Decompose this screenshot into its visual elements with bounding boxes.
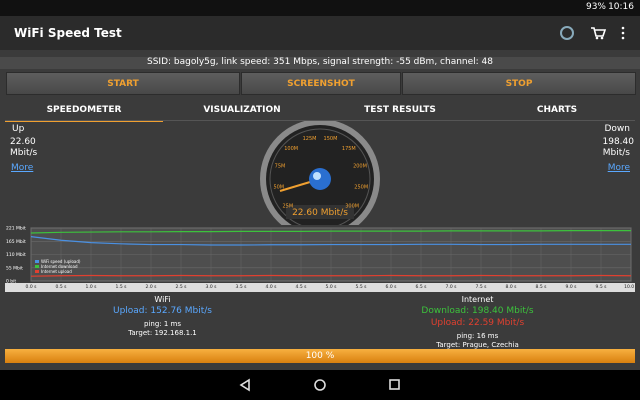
x-tick-label: 8.0 s (506, 284, 518, 290)
legend-swatch (35, 265, 39, 268)
screenshot-button[interactable]: SCREENSHOT (241, 72, 401, 95)
gauge-scale-label: 100M (284, 146, 298, 152)
x-tick-label: 1.5 s (116, 284, 128, 290)
tab[interactable]: SPEEDOMETER (5, 100, 163, 122)
speed-graph: 0 bit 55 Mbit 110 Mbit 165 Mbit 221 Mbit 0.0 … (5, 224, 635, 294)
internet-upload: Upload: 22.59 Mbit/s (375, 319, 580, 328)
y-tick-label: 55 Mbit (6, 265, 23, 271)
y-tick-label: 221 Mbit (6, 226, 26, 232)
series-line (31, 275, 631, 276)
down-value: 198.40 (603, 137, 635, 148)
x-tick-label: 0.5 s (56, 284, 68, 290)
legend-swatch (35, 270, 39, 273)
x-tick-label: 2.0 s (146, 284, 158, 290)
internet-title: Internet (375, 295, 580, 304)
internet-download: Download: 198.40 Mbit/s (375, 307, 580, 316)
tab[interactable]: VISUALIZATION (163, 100, 321, 120)
gauge-scale-label: 200M (353, 164, 367, 170)
down-label: Down (604, 124, 630, 135)
wifi-upload: Upload: 152.76 Mbit/s (60, 307, 265, 316)
gauge-scale-label: 150M (324, 136, 338, 142)
wifi-target: Target: 192.168.1.1 (60, 329, 265, 338)
x-tick-label: 3.5 s (236, 284, 248, 290)
up-unit: Mbit/s (10, 148, 37, 159)
clock: 10:16 (608, 2, 634, 12)
gauge-scale-label: 50M (273, 185, 284, 191)
battery: 93% (586, 2, 606, 12)
x-tick-label: 5.0 s (326, 284, 338, 290)
x-tick-label: 4.0 s (266, 284, 278, 290)
x-tick-label: 0.0 s (26, 284, 38, 290)
internet-ping: ping: 16 ms (375, 332, 580, 341)
start-button[interactable]: START (6, 72, 240, 95)
up-label: Up (12, 124, 24, 135)
x-tick-label: 2.5 s (176, 284, 188, 290)
down-unit: Mbit/s (603, 148, 630, 159)
x-tick-label: 6.5 s (416, 284, 428, 290)
progress-bar: 100 % (5, 349, 635, 363)
x-tick-label: 6.0 s (386, 284, 398, 290)
tab[interactable]: TEST RESULTS (321, 100, 479, 120)
y-tick-label: 110 Mbit (6, 252, 26, 258)
gauge-scale-label: 75M (275, 164, 286, 170)
toolbar-icons[interactable] (555, 24, 635, 42)
gauge-scale-label: 125M (303, 136, 317, 142)
x-tick-label: 9.5 s (596, 284, 608, 290)
x-tick-label: 3.0 s (206, 284, 218, 290)
legend-label: Internet upload (41, 269, 72, 274)
ssid-line: SSID: bagoly5g, link speed: 351 Mbps, si… (0, 57, 640, 69)
gauge-scale-label: 250M (354, 185, 368, 191)
tab[interactable]: CHARTS (479, 100, 635, 120)
up-value: 22.60 (10, 137, 36, 148)
x-tick-label: 7.5 s (476, 284, 488, 290)
x-tick-label: 1.0 s (86, 284, 98, 290)
x-tick-label: 10.0 s (624, 284, 635, 290)
stop-button[interactable]: STOP (402, 72, 636, 95)
more-link[interactable]: More (608, 163, 630, 173)
x-tick-label: 9.0 s (566, 284, 578, 290)
speedometer: 22.60 Mbit/s 25M 50M 75M 100M 125M 150M 175M 20… (258, 121, 382, 225)
app-title: WiFi Speed Test (14, 26, 122, 40)
y-tick-label: 0 bit (6, 279, 16, 285)
gauge-scale-label: 25M (282, 203, 293, 209)
gauge-scale-label: 300M (345, 203, 359, 209)
nav-bar (0, 370, 640, 400)
x-tick-label: 5.5 s (356, 284, 368, 290)
status-bar: 93% 10:16 (0, 0, 640, 16)
wifi-ping: ping: 1 ms (60, 320, 265, 329)
gauge-scale-label: 175M (342, 146, 356, 152)
app-bar: WiFi Speed Test (0, 16, 640, 50)
x-tick-label: 8.5 s (536, 284, 548, 290)
legend-swatch (35, 260, 39, 263)
x-tick-label: 4.5 s (296, 284, 308, 290)
wifi-title: WiFi (60, 295, 265, 304)
x-tick-label: 7.0 s (446, 284, 458, 290)
y-tick-label: 165 Mbit (6, 239, 26, 245)
gauge-readout: 22.60 Mbit/s (292, 208, 348, 218)
more-link[interactable]: More (11, 163, 33, 173)
